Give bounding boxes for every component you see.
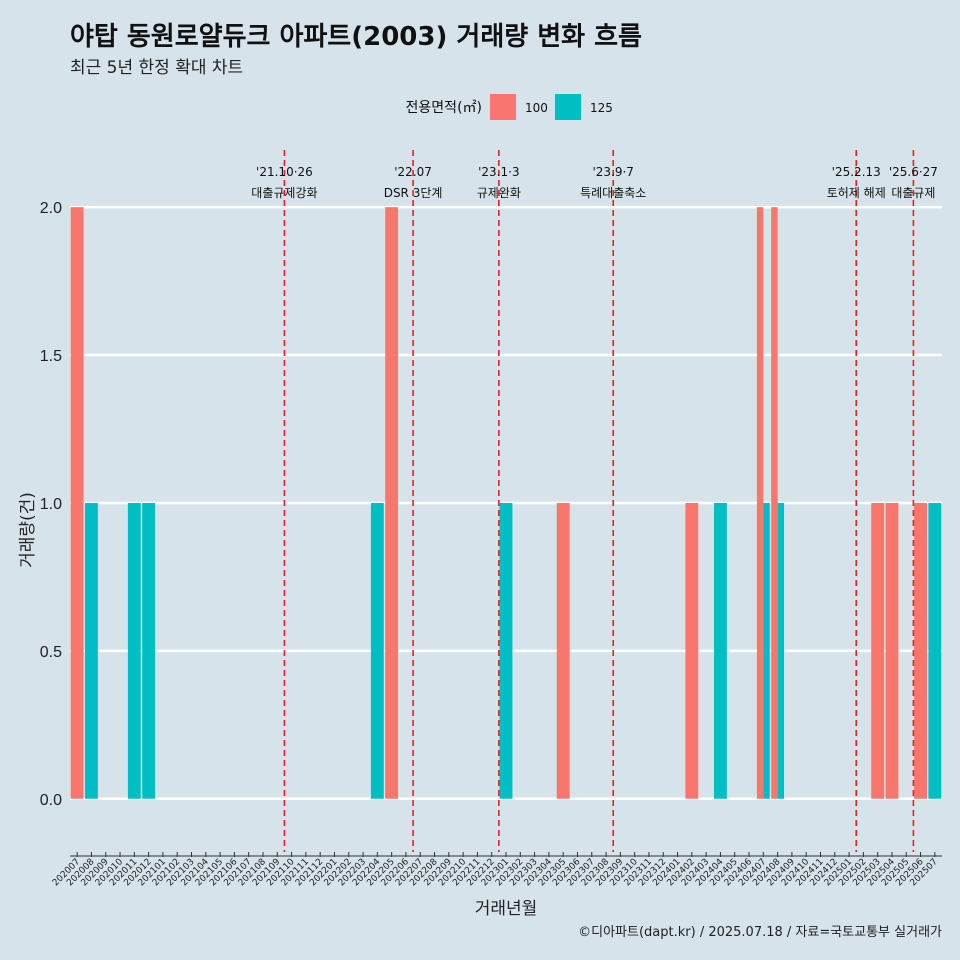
bar-125-202008 [85, 502, 98, 799]
y-tick-label: 0.0 [40, 792, 62, 809]
event-label: 토허제 해제 [827, 186, 886, 200]
bar-100-202504 [885, 502, 899, 799]
legend-label: 100 [525, 101, 548, 115]
bar-100-202503 [871, 502, 885, 799]
bar-100-202205 [385, 207, 399, 799]
event-label: 대출규제강화 [251, 186, 317, 200]
y-axis: 0.0 0.5 1.0 1.5 2.0 거래량(건) [18, 200, 62, 809]
x-axis: 2020072020082020092020102020112020122021… [51, 852, 942, 919]
bar-100-202408 [771, 207, 778, 799]
bar-100-202305 [556, 502, 570, 799]
event-date: '23.1·3 [478, 165, 519, 179]
bar-125-202012 [142, 502, 156, 799]
event-label: 대출규제 [891, 186, 935, 200]
event-label: DSR 3단계 [384, 186, 443, 200]
legend: 전용면적(㎡) 100 125 [406, 94, 613, 120]
chart-caption: ©디아파트(dapt.kr) / 2025.07.18 / 자료=국토교통부 실… [578, 925, 942, 940]
event-label: 규제완화 [477, 186, 521, 200]
event-date: '21.10·26 [256, 165, 313, 179]
bar-125-202204 [370, 502, 384, 799]
bar-125-202408 [777, 502, 785, 799]
y-tick-label: 0.5 [40, 644, 62, 661]
event-date: '25.6·27 [889, 165, 938, 179]
event-date: '25.2.13 [832, 165, 881, 179]
chart-subtitle: 최근 5년 한정 확대 차트 [70, 58, 244, 78]
event-date: '23.9·7 [592, 165, 633, 179]
event-label: 특례대출축소 [580, 186, 646, 200]
bar-125-202011 [127, 502, 141, 799]
bar-125-202407 [763, 502, 770, 799]
bars [70, 207, 942, 799]
bar-100-202407 [756, 207, 764, 799]
bar-100-202007 [70, 207, 84, 799]
event-date: '22.07 [394, 165, 432, 179]
bar-125-202404 [713, 502, 727, 799]
y-tick-label: 1.0 [40, 496, 62, 513]
bar-125-202301 [499, 502, 513, 799]
bar-100-202402 [685, 502, 699, 799]
legend-swatch [490, 94, 516, 120]
x-axis-label: 거래년월 [475, 899, 538, 919]
y-axis-label: 거래량(건) [18, 492, 38, 568]
y-tick-label: 2.0 [40, 200, 62, 217]
y-tick-label: 1.5 [40, 348, 62, 365]
legend-swatch [555, 94, 581, 120]
event-lines: '21.10·26 대출규제강화 '22.07 DSR 3단계 '23.1·3 규제완화 '… [251, 150, 938, 852]
legend-title: 전용면적(㎡) [406, 100, 482, 116]
chart-title: 야탑 동원로얄듀크 아파트(2003) 거래량 변화 흐름 [70, 22, 642, 52]
bar-125-202507 [928, 502, 942, 799]
legend-label: 125 [590, 101, 613, 115]
bar-100-202506 [914, 502, 927, 799]
